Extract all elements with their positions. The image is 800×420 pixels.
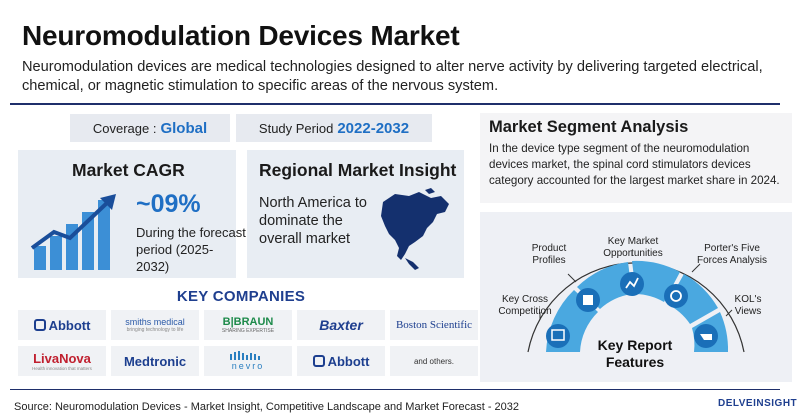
key-companies-title: KEY COMPANIES [176,288,306,305]
study-period-label: Study Period [258,120,334,136]
market-cagr-card: Market CAGR ~09% During the forecast per… [18,150,246,278]
regional-insight-text: North America to dominate the overall ma… [259,195,367,247]
feature-key-market-opportunities: Key Market Opportunities [603,236,663,259]
market-cagr-note: During the forecast period (2025-2032) [136,225,246,274]
header-divider [10,103,780,105]
coverage-value: Global [160,119,208,137]
market-segment-panel [480,113,792,203]
coverage-box: Coverage : Global [70,114,230,142]
abbott-logo: Abbott [18,310,106,340]
page-title: Neuromodulation Devices Market [22,20,460,51]
feature-key-cross-competition: Key Cross Competition [498,294,552,317]
growth-chart-icon [30,194,116,270]
market-cagr-value: ~09% [136,190,201,218]
nevro-logo: nevro [204,346,292,376]
medtronic-logo: Medtronic [111,346,199,376]
key-report-features-panel [480,212,792,382]
market-segment-text: In the device type segment of the neurom… [489,142,780,187]
nevro-wave-icon [230,351,260,360]
feature-kol-views: KOL's Views [734,294,762,317]
and-others-label: and others. [390,346,478,376]
abbott-mark-icon [312,355,325,367]
delveinsight-logo: DELVEINSIGHT [718,398,798,409]
smiths-medical-logo: smiths medical bringing technology to lif… [111,310,199,340]
regional-insight-card: Regional Market Insight North America to… [247,150,464,278]
market-segment-title: Market Segment Analysis [489,118,689,136]
report-features-wheel [527,250,745,353]
regional-insight-title: Regional Market Insight [259,160,457,180]
source-citation: Source: Neuromodulation Devices - Market… [14,401,520,413]
livanova-logo: LivaNova Health innovation that matters [18,346,106,376]
baxter-logo: Baxter [297,310,385,340]
feature-porters-five-forces: Porter's Five Forces Analysis [696,243,768,266]
page-subtitle: Neuromodulation devices are medical tech… [22,59,763,94]
feature-product-profiles: Product Profiles [531,243,567,266]
boston-scientific-logo: Boston Scientific [390,310,478,340]
company-logos-grid: Abbott smiths medical bringing technology… [18,310,478,376]
study-period-value: 2022-2032 [337,119,410,137]
bbraun-logo: B|BRAUN SHARING EXPERTISE [204,310,292,340]
abbott-logo-2: Abbott [297,346,385,376]
market-cagr-title: Market CAGR [72,160,185,180]
study-period-box: Study Period 2022-2032 [236,114,432,142]
abbott-mark-icon [33,319,46,331]
footer-divider [10,389,780,390]
coverage-label: Coverage : [92,120,157,136]
key-report-features-title: Key Report Features [597,337,673,370]
north-america-map-icon [381,188,449,270]
